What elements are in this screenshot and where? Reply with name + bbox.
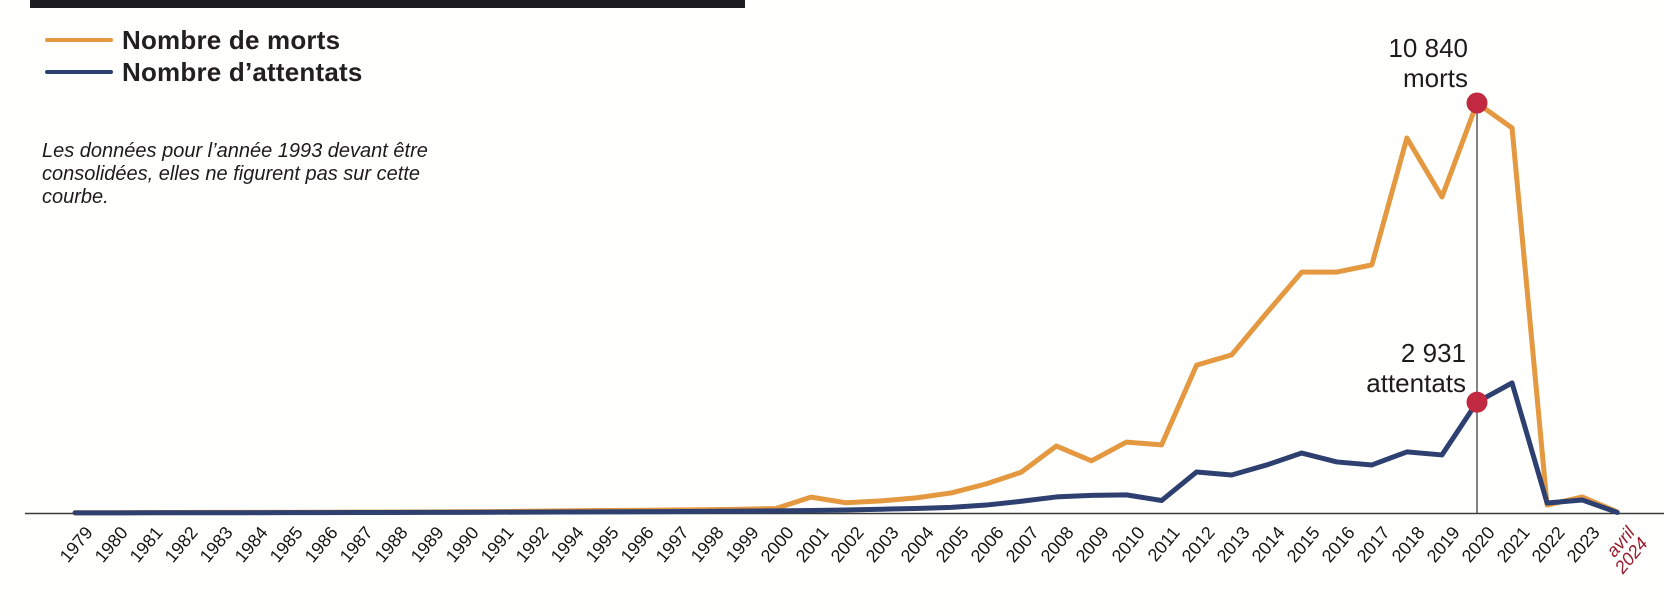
legend: Nombre de morts Nombre d’attentats [45,24,363,88]
legend-item-attentats: Nombre d’attentats [45,56,363,88]
highlight-dot-attentats [1466,391,1488,413]
legend-swatch-attentats [45,69,113,75]
annotation-attentats-peak: 2 931 attentats [1366,338,1466,398]
top-banner-strip [30,0,745,8]
line-morts [72,100,1620,516]
legend-swatch-morts [45,37,113,43]
annotation-morts-peak: 10 840 morts [1388,33,1468,93]
line-attentats [72,380,1620,516]
legend-label-attentats: Nombre d’attentats [122,56,363,87]
legend-label-morts: Nombre de morts [122,24,341,55]
highlight-dot-morts [1466,92,1488,114]
footnote-1993: Les données pour l’année 1993 devant êtr… [42,140,428,208]
legend-item-morts: Nombre de morts [45,24,363,56]
